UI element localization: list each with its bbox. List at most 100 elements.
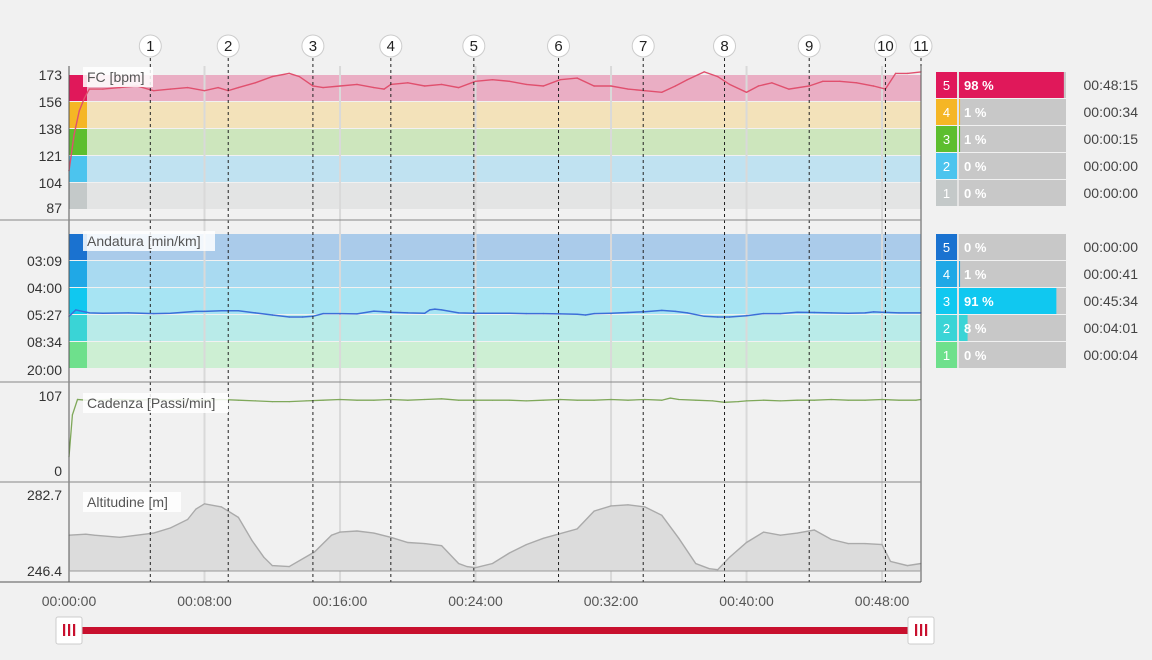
altitude-point: [695, 562, 697, 565]
cadence-point: [71, 414, 73, 416]
lap-marker[interactable]: [216, 34, 240, 58]
lap-markers: 1 2 3 4 5 6 7 8 9 10 11: [138, 34, 933, 582]
altitude-point: [830, 538, 832, 541]
lap-marker[interactable]: [379, 34, 403, 58]
pace-point: [703, 315, 705, 317]
cadence-point: [76, 398, 79, 401]
pace-point: [474, 312, 477, 314]
lap-marker[interactable]: [873, 34, 897, 58]
pace-zone-number-swatch: [936, 234, 957, 260]
altitude-point: [93, 534, 95, 536]
hr-point: [457, 86, 460, 89]
pace-point: [745, 315, 748, 317]
hr-point: [788, 88, 790, 90]
hr-series-line: [68, 71, 922, 171]
pace-zone-band-4: [69, 261, 921, 287]
altitude-point: [717, 569, 719, 571]
cadence-point: [661, 399, 663, 401]
pace-point: [75, 309, 77, 311]
x-tick-label: 00:40:00: [719, 593, 774, 609]
lap-marker[interactable]: [547, 34, 571, 58]
hr-point: [872, 85, 875, 87]
hr-zone-percent: 0 %: [964, 186, 987, 201]
hr-zone-pct-bar: [959, 72, 1064, 98]
altitude-point: [390, 536, 392, 538]
lap-marker[interactable]: [462, 34, 486, 58]
x-tick-label: 00:16:00: [313, 593, 368, 609]
pace-point: [717, 316, 719, 318]
pace-point: [102, 312, 104, 314]
lap-marker[interactable]: [909, 34, 933, 58]
hr-point: [271, 75, 273, 78]
pace-zone-swatch-1: [69, 342, 87, 368]
altitude-point: [847, 543, 849, 545]
pace-y-tick: 05:27: [27, 307, 62, 323]
cadence-point: [576, 399, 578, 401]
hr-zone-percent: 98 %: [964, 78, 994, 93]
range-slider-track[interactable]: [69, 627, 921, 634]
pace-label: Andatura [min/km]: [87, 233, 201, 249]
pace-point: [322, 312, 324, 315]
pace-zone-pct-bar: [959, 288, 1057, 314]
lap-marker[interactable]: [713, 34, 737, 58]
pace-point: [762, 312, 765, 315]
pace-zone-time: 00:00:41: [1084, 266, 1139, 282]
altitude-y-tick: 282.7: [27, 487, 62, 503]
altitude-point: [441, 545, 443, 547]
lap-label: 5: [470, 38, 478, 55]
hr-point: [674, 85, 677, 87]
hr-zone-number: 4: [943, 105, 950, 120]
hr-point: [312, 85, 314, 87]
hr-point: [627, 88, 629, 90]
altitude-point: [542, 537, 544, 539]
slider-grip-icon: [73, 624, 76, 636]
altitude-point: [424, 543, 426, 545]
altitude-point: [708, 568, 710, 570]
lap-marker[interactable]: [301, 34, 325, 58]
hr-point: [576, 77, 578, 79]
pace-point: [525, 312, 527, 315]
cadence-point: [305, 400, 307, 402]
pace-zone-number: 1: [943, 348, 950, 363]
cadence-point: [271, 401, 273, 403]
lap-marker[interactable]: [138, 34, 162, 58]
lap-marker[interactable]: [797, 34, 821, 58]
altitude-point: [864, 543, 866, 545]
hr-point: [322, 86, 324, 89]
lap-label: 4: [387, 38, 395, 55]
slider-grip-icon: [925, 624, 928, 636]
lap-label: 9: [805, 38, 813, 55]
pace-zone-swatch-4: [69, 261, 87, 287]
lap-marker[interactable]: [631, 34, 655, 58]
pace-point: [153, 312, 155, 315]
hr-zone-swatch-1: [69, 183, 87, 209]
altitude-point: [466, 566, 468, 568]
x-tick-label: 00:08:00: [177, 593, 232, 609]
cadence-point: [339, 398, 341, 401]
lap-label: 1: [146, 38, 154, 55]
pace-point: [220, 310, 223, 312]
hr-zone-number: 3: [943, 132, 950, 147]
altitude-point: [576, 528, 578, 530]
cadence-point: [695, 399, 697, 401]
x-tick-label: 00:32:00: [584, 593, 639, 609]
hr-zone-number-swatch: [936, 126, 957, 152]
x-tick-label: 00:48:00: [855, 593, 910, 609]
hr-point: [491, 79, 494, 81]
altitude-label: Altitudine [m]: [87, 494, 168, 510]
altitude-point: [627, 504, 629, 506]
pace-point: [508, 312, 511, 314]
altitude-point: [779, 534, 782, 536]
altitude-point: [330, 534, 333, 536]
pace-zone-number: 4: [943, 267, 950, 282]
grid-lines: [203, 66, 884, 582]
hr-zone-number: 1: [943, 186, 950, 201]
hr-point: [745, 91, 748, 94]
pace-zone-band-2: [69, 315, 921, 341]
altitude-point: [119, 536, 121, 538]
altitude-point: [796, 532, 798, 534]
altitude-point: [356, 530, 358, 532]
pace-point: [644, 311, 646, 313]
hr-point: [894, 72, 897, 75]
hr-point: [298, 75, 301, 78]
